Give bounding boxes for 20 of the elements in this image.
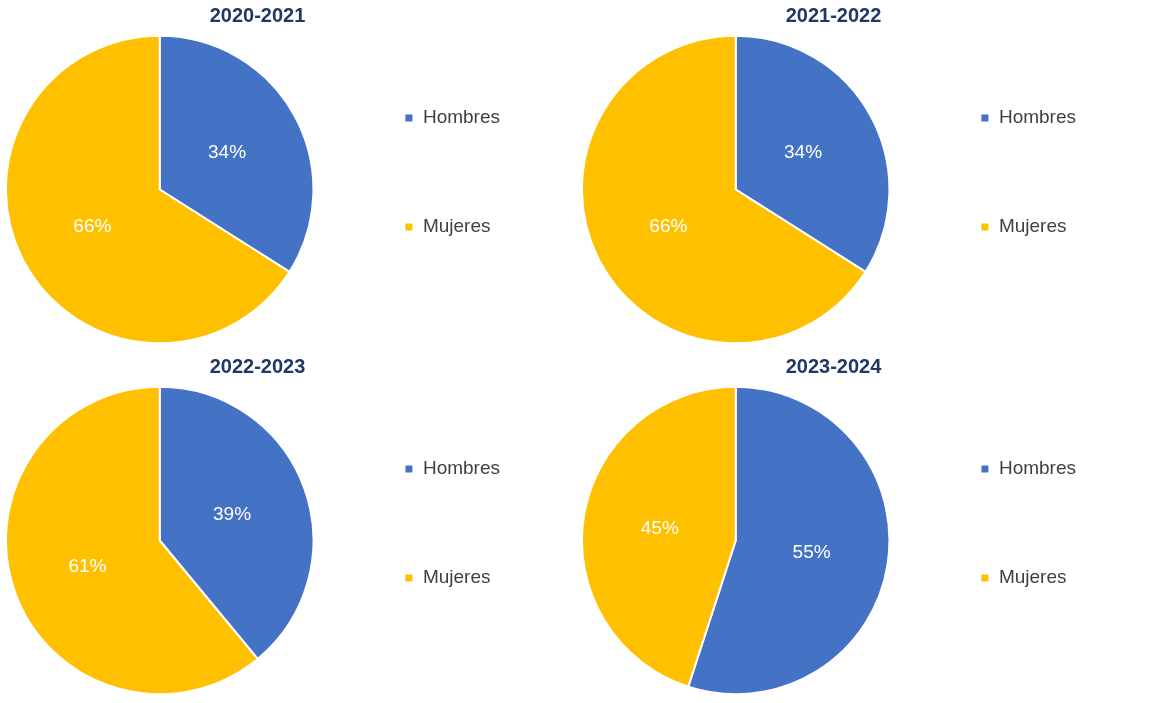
data-label: 66% — [73, 214, 112, 236]
legend-label: Mujeres — [998, 566, 1067, 588]
data-label: 34% — [208, 140, 247, 162]
data-label: 55% — [792, 540, 831, 562]
data-label: 66% — [649, 214, 688, 236]
legend-label: Mujeres — [422, 566, 491, 588]
chart-title: 2023-2024 — [785, 354, 883, 377]
data-label: 34% — [784, 140, 823, 162]
legend-label: Hombres — [422, 457, 500, 479]
data-label: 45% — [640, 516, 679, 538]
legend-label: Mujeres — [422, 215, 491, 237]
chart-title: 2020-2021 — [209, 3, 306, 26]
legend-label: Hombres — [998, 106, 1076, 128]
data-label: 61% — [68, 554, 107, 576]
legend-label: Hombres — [422, 106, 500, 128]
legend-label: Mujeres — [998, 215, 1067, 237]
chart-title: 2022-2023 — [209, 354, 306, 377]
chart-title: 2021-2022 — [785, 3, 882, 26]
legend-label: Hombres — [998, 457, 1076, 479]
data-label: 39% — [213, 502, 252, 524]
